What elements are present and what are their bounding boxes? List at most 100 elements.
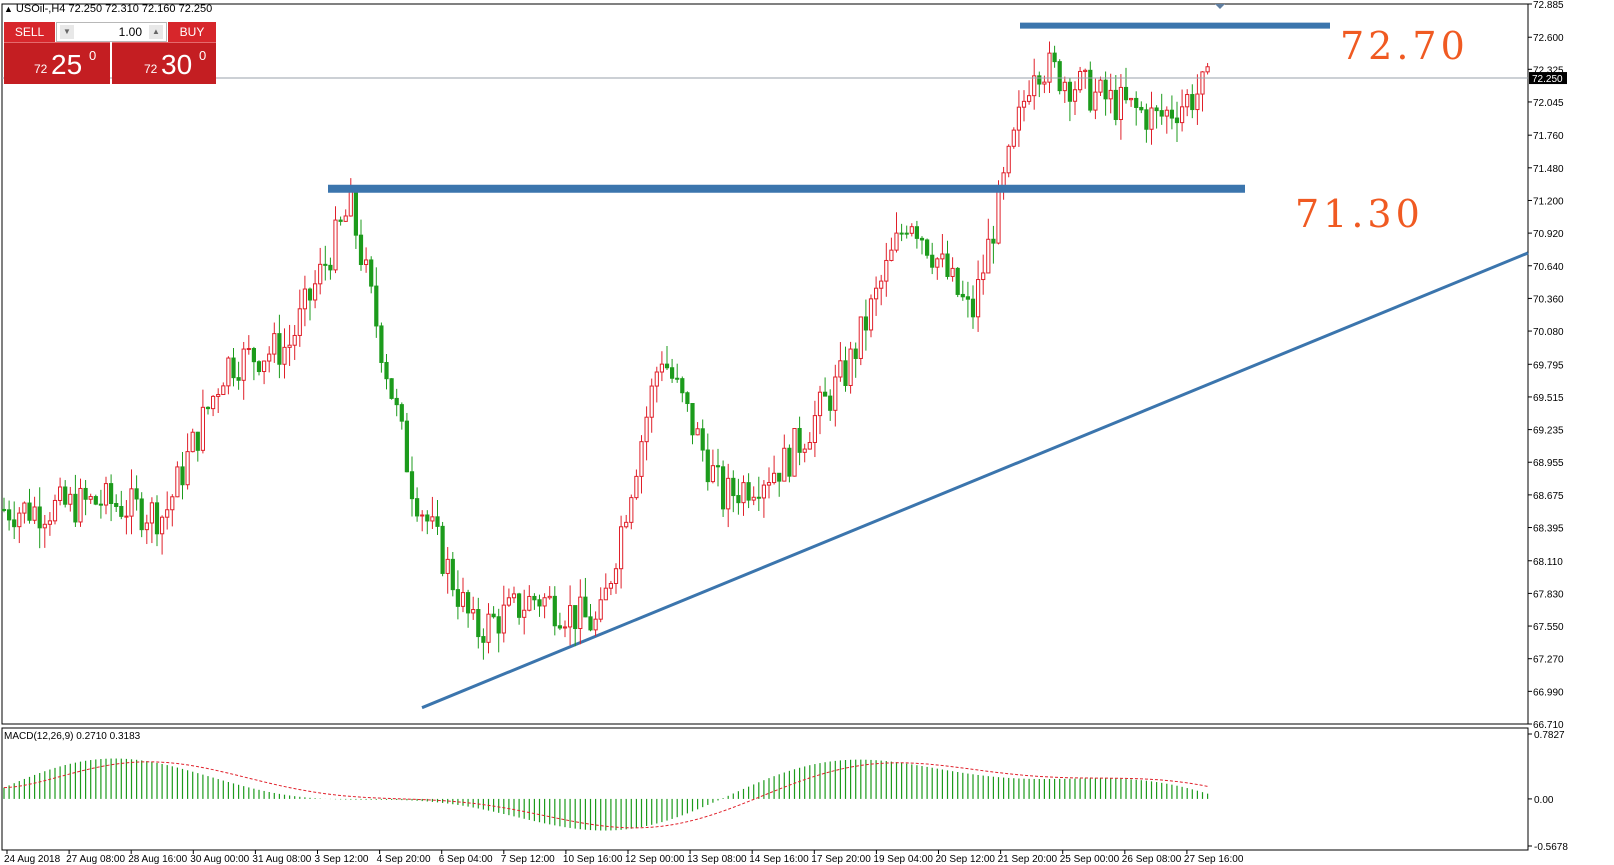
time-axis-label: 19 Sep 04:00 <box>873 854 933 865</box>
candle-body <box>1123 86 1129 101</box>
candle-body <box>313 283 318 301</box>
candle-body <box>639 441 644 477</box>
candle-body <box>1078 70 1083 91</box>
candle-body <box>1037 75 1042 85</box>
candle-body <box>1205 66 1210 73</box>
candle-body <box>874 287 879 300</box>
candle-body <box>272 333 277 355</box>
candle-body <box>160 516 165 535</box>
candle-body <box>1149 107 1154 130</box>
symbol-quote-text: USOil-,H4 72.250 72.310 72.160 72.250 <box>15 3 213 15</box>
shift-marker-icon[interactable] <box>1215 4 1225 9</box>
candle-body <box>88 496 93 500</box>
candle-body <box>879 280 884 289</box>
lot-increase-icon[interactable]: ▲ <box>149 25 163 39</box>
candle-body <box>103 483 109 506</box>
candle-body <box>486 613 491 643</box>
time-axis-label: 31 Aug 08:00 <box>252 854 311 865</box>
candle-body <box>593 618 598 631</box>
candle-body <box>364 259 369 266</box>
candle-body <box>930 254 935 268</box>
candle-body <box>1052 52 1057 63</box>
candle-body <box>700 428 705 451</box>
candle-body <box>7 509 12 521</box>
sell-label[interactable]: SELL <box>4 22 55 42</box>
candle-body <box>1154 107 1159 112</box>
time-axis-label: 20 Sep 12:00 <box>936 854 996 865</box>
sell-button[interactable]: 72 25 0 <box>4 42 110 84</box>
candle-body <box>358 234 364 266</box>
candle-body <box>812 415 817 443</box>
collapse-triangle-icon[interactable]: ▲ <box>4 4 13 14</box>
macd-scale-label: 0.00 <box>1534 795 1554 806</box>
candle-body <box>124 515 129 518</box>
candle-body <box>389 378 394 399</box>
candle-body <box>664 363 670 369</box>
buy-price-prefix: 72 <box>144 62 158 76</box>
candle-body <box>384 361 389 380</box>
candle-body <box>603 587 608 601</box>
buy-price-sup: 0 <box>199 48 207 63</box>
candle-body <box>491 613 496 618</box>
candle-body <box>868 298 874 331</box>
lot-size-field[interactable]: ▼ 1.00 ▲ <box>56 22 167 42</box>
buy-button[interactable]: 72 30 0 <box>112 42 216 84</box>
time-axis-label: 27 Sep 16:00 <box>1184 854 1244 865</box>
candle-body <box>690 403 695 436</box>
candle-body <box>884 259 889 282</box>
candle-body <box>42 523 47 529</box>
candle-body <box>731 477 736 497</box>
candle-body <box>945 253 950 277</box>
candle-body <box>1159 110 1164 117</box>
candle-body <box>348 188 353 217</box>
candle-body <box>262 360 267 373</box>
candle-body <box>1072 89 1078 102</box>
candle-body <box>333 219 338 271</box>
candle-body <box>807 441 812 450</box>
lot-decrease-icon[interactable]: ▼ <box>60 25 74 39</box>
candle-body <box>817 391 823 417</box>
candle-body <box>1200 71 1205 95</box>
candle-body <box>909 226 914 234</box>
candle-body <box>109 483 114 504</box>
symbol-info: ▲ USOil-,H4 72.250 72.310 72.160 72.250 <box>4 3 212 15</box>
candle-body <box>430 516 435 522</box>
candle-body <box>848 348 853 386</box>
price-axis-label: 68.395 <box>1533 524 1564 535</box>
candle-body <box>562 626 568 629</box>
candle-body <box>460 592 466 607</box>
sell-price-main: 25 <box>51 49 83 80</box>
price-axis-label: 71.760 <box>1533 131 1564 142</box>
candle-body <box>527 595 532 611</box>
candle-body <box>134 488 139 500</box>
candle-body <box>511 593 517 599</box>
candle-body <box>297 308 302 336</box>
candle-body <box>705 449 710 483</box>
candle-body <box>736 495 741 504</box>
candle-body <box>318 263 323 285</box>
candle-body <box>940 253 945 260</box>
candle-body <box>506 597 511 606</box>
candle-body <box>200 406 206 451</box>
candle-body <box>282 346 287 365</box>
candle-body <box>981 272 986 281</box>
price-axis-label: 67.550 <box>1533 622 1564 633</box>
candle-body <box>522 609 527 618</box>
price-axis-label: 67.270 <box>1533 655 1564 666</box>
candle-body <box>1067 81 1073 102</box>
lot-size-value[interactable]: 1.00 <box>118 25 142 39</box>
candle-body <box>1093 91 1098 111</box>
candle-body <box>751 496 756 501</box>
candle-body <box>1001 172 1006 187</box>
candle-body <box>685 392 690 405</box>
candle-body <box>241 348 246 381</box>
trend-line[interactable] <box>421 251 1529 710</box>
time-axis-label: 13 Sep 08:00 <box>687 854 747 865</box>
buy-label[interactable]: BUY <box>168 22 216 42</box>
candle-body <box>787 447 792 477</box>
candle-body <box>680 378 685 394</box>
candle-body <box>537 599 542 607</box>
candle-body <box>899 232 904 235</box>
